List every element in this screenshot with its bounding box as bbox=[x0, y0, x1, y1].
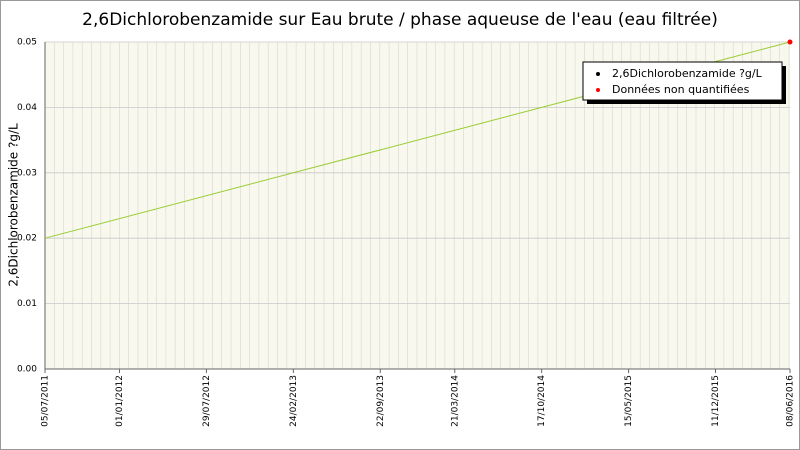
x-tick-label: 21/03/2014 bbox=[450, 375, 460, 427]
x-tick-label: 15/05/2015 bbox=[624, 375, 634, 427]
x-tick-label: 24/02/2013 bbox=[289, 375, 299, 427]
y-tick-label: 0.05 bbox=[17, 38, 37, 48]
y-tick-label: 0.02 bbox=[17, 234, 37, 244]
x-tick-label: 29/07/2012 bbox=[202, 375, 212, 427]
y-tick-label: 0.04 bbox=[17, 103, 37, 113]
x-tick-label: 22/09/2013 bbox=[376, 375, 386, 427]
legend-marker bbox=[596, 88, 600, 92]
x-tick-label: 08/06/2016 bbox=[786, 375, 796, 427]
legend-label: 2,6Dichlorobenzamide ?g/L bbox=[612, 67, 763, 80]
y-tick-label: 0.01 bbox=[17, 299, 37, 309]
x-tick-label: 05/07/2011 bbox=[41, 375, 51, 427]
x-tick-label: 17/10/2014 bbox=[537, 375, 547, 427]
x-tick-label: 01/01/2012 bbox=[115, 375, 125, 427]
y-axis-label: 2,6Dichlorobenzamide ?g/L bbox=[7, 123, 21, 287]
point bbox=[787, 39, 793, 45]
legend-marker bbox=[596, 72, 600, 76]
y-tick-label: 0.03 bbox=[17, 168, 37, 178]
chart-title: 2,6Dichlorobenzamide sur Eau brute / pha… bbox=[82, 10, 718, 30]
legend-label: Données non quantifiées bbox=[612, 83, 750, 96]
y-tick-label: 0.00 bbox=[17, 365, 37, 375]
x-tick-label: 11/12/2015 bbox=[711, 375, 721, 427]
legend-box bbox=[582, 61, 783, 101]
